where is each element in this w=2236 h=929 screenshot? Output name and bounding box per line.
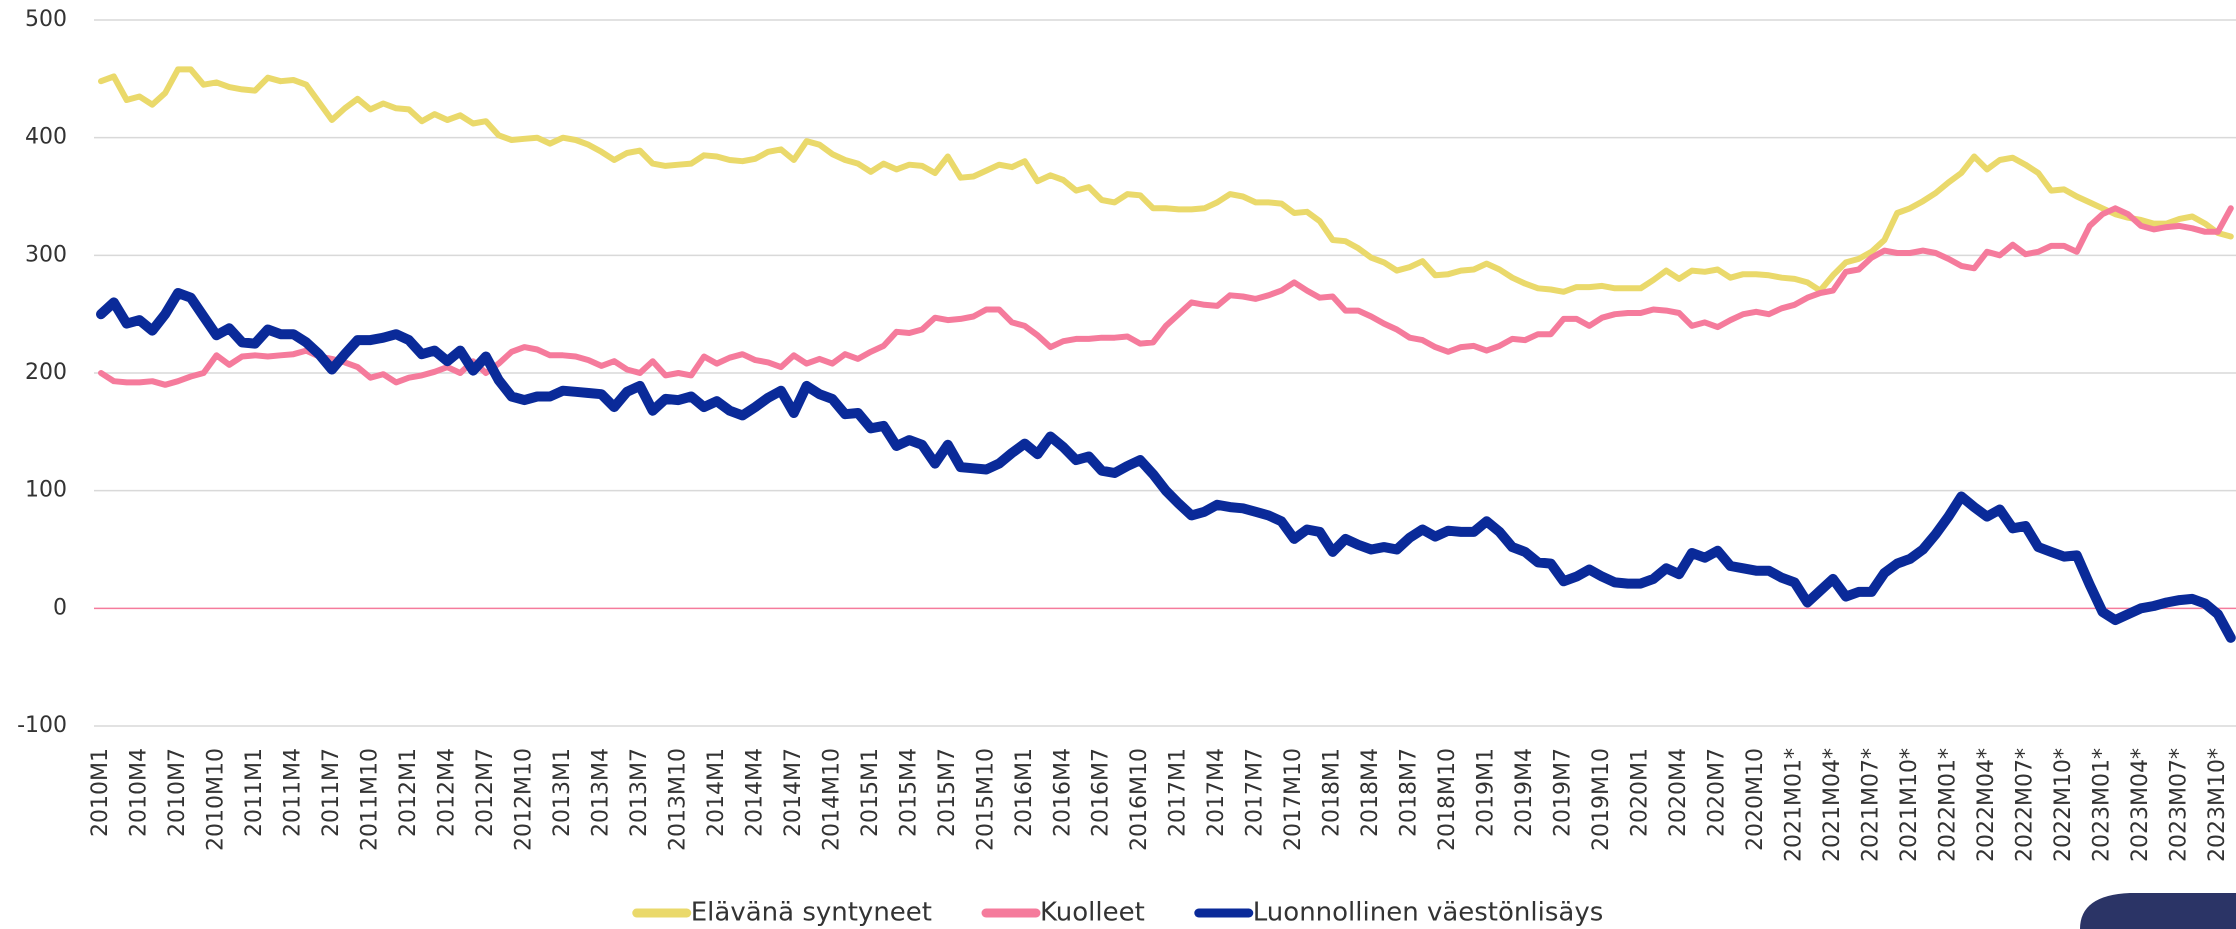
x-tick-label: 2010M10 bbox=[203, 748, 228, 851]
x-tick-label: 2023M10* bbox=[2205, 748, 2230, 862]
x-tick-label: 2010M4 bbox=[126, 748, 151, 837]
x-tick-label: 2015M10 bbox=[973, 748, 998, 851]
y-tick-label: 100 bbox=[25, 478, 67, 503]
x-tick-label: 2023M07* bbox=[2166, 748, 2191, 862]
y-tick-label: 300 bbox=[25, 242, 67, 267]
x-tick-label: 2019M7 bbox=[1551, 748, 1576, 837]
x-tick-label: 2020M1 bbox=[1628, 748, 1653, 837]
x-tick-label: 2018M10 bbox=[1435, 748, 1460, 851]
legend-label: Elävänä syntyneet bbox=[691, 898, 932, 928]
x-tick-label: 2019M10 bbox=[1589, 748, 1614, 851]
series-line bbox=[98, 66, 2234, 295]
x-tick-label: 2013M1 bbox=[550, 748, 575, 837]
legend-label: Kuolleet bbox=[1040, 898, 1145, 928]
x-tick-label: 2016M1 bbox=[1012, 748, 1037, 837]
x-tick-label: 2010M1 bbox=[88, 748, 113, 837]
x-tick-label: 2021M01* bbox=[1782, 748, 1807, 862]
x-tick-label: 2023M01* bbox=[2089, 748, 2114, 862]
series-line bbox=[96, 288, 2236, 643]
x-tick-label: 2016M7 bbox=[1089, 748, 1114, 837]
x-tick-label: 2017M10 bbox=[1281, 748, 1306, 851]
x-tick-label: 2014M10 bbox=[819, 748, 844, 851]
labels: -100 0 100 200 300 400 500 2010M1 2010M4 2010M7 20… bbox=[17, 7, 2230, 862]
x-tick-label: 2015M1 bbox=[858, 748, 883, 837]
legend-label: Luonnollinen väestönlisäys bbox=[1253, 898, 1603, 928]
x-tick-label: 2015M4 bbox=[896, 748, 921, 837]
x-tick-label: 2022M07* bbox=[2013, 748, 2038, 862]
x-tick-label: 2021M10* bbox=[1897, 748, 1922, 862]
x-tick-label: 2018M1 bbox=[1320, 748, 1345, 837]
x-tick-label: 2023M04* bbox=[2128, 748, 2153, 862]
x-tick-label: 2020M4 bbox=[1666, 748, 1691, 837]
x-tick-label: 2011M10 bbox=[357, 748, 382, 851]
grid bbox=[94, 19, 2236, 727]
x-tick-label: 2019M4 bbox=[1512, 748, 1537, 837]
x-tick-label: 2018M4 bbox=[1358, 748, 1383, 837]
x-tick-label: 2012M7 bbox=[473, 748, 498, 837]
x-tick-label: 2020M7 bbox=[1705, 748, 1730, 837]
x-tick-label: 2017M1 bbox=[1166, 748, 1191, 837]
x-tick-label: 2014M4 bbox=[742, 748, 767, 837]
y-tick-label: -100 bbox=[17, 713, 67, 738]
y-tick-label: 0 bbox=[53, 595, 67, 620]
y-tick-label: 200 bbox=[25, 360, 67, 385]
x-tick-label: 2013M4 bbox=[588, 748, 613, 837]
x-tick-label: 2019M1 bbox=[1474, 748, 1499, 837]
series-line bbox=[98, 205, 2234, 388]
x-tick-label: 2011M7 bbox=[319, 748, 344, 837]
x-tick-label: 2015M7 bbox=[935, 748, 960, 837]
x-tick-label: 2012M4 bbox=[434, 748, 459, 837]
x-tick-label: 2017M7 bbox=[1243, 748, 1268, 837]
x-tick-label: 2011M1 bbox=[242, 748, 267, 837]
x-tick-label: 2013M7 bbox=[627, 748, 652, 837]
x-tick-label: 2022M10* bbox=[2051, 748, 2076, 862]
y-tick-label: 400 bbox=[25, 125, 67, 150]
x-tick-label: 2022M01* bbox=[1936, 748, 1961, 862]
x-tick-label: 2012M10 bbox=[511, 748, 536, 851]
x-tick-label: 2022M04* bbox=[1974, 748, 1999, 862]
x-tick-label: 2016M10 bbox=[1127, 748, 1152, 851]
legend: Elävänä syntyneet Kuolleet Luonnollinen vä… bbox=[632, 898, 1603, 928]
logo-shape bbox=[2080, 893, 2236, 929]
x-tick-label: 2014M7 bbox=[781, 748, 806, 837]
x-tick-label: 2021M04* bbox=[1820, 748, 1845, 862]
x-tick-label: 2011M4 bbox=[280, 748, 305, 837]
lines bbox=[96, 66, 2236, 643]
y-tick-label: 500 bbox=[25, 7, 67, 32]
x-tick-label: 2010M7 bbox=[165, 748, 190, 837]
x-tick-label: 2018M7 bbox=[1397, 748, 1422, 837]
x-tick-label: 2016M4 bbox=[1050, 748, 1075, 837]
x-tick-label: 2017M4 bbox=[1204, 748, 1229, 837]
x-tick-label: 2021M07* bbox=[1859, 748, 1884, 862]
x-tick-label: 2020M10 bbox=[1743, 748, 1768, 851]
x-tick-label: 2012M1 bbox=[396, 748, 421, 837]
x-tick-label: 2014M1 bbox=[704, 748, 729, 837]
x-tick-label: 2013M10 bbox=[665, 748, 690, 851]
